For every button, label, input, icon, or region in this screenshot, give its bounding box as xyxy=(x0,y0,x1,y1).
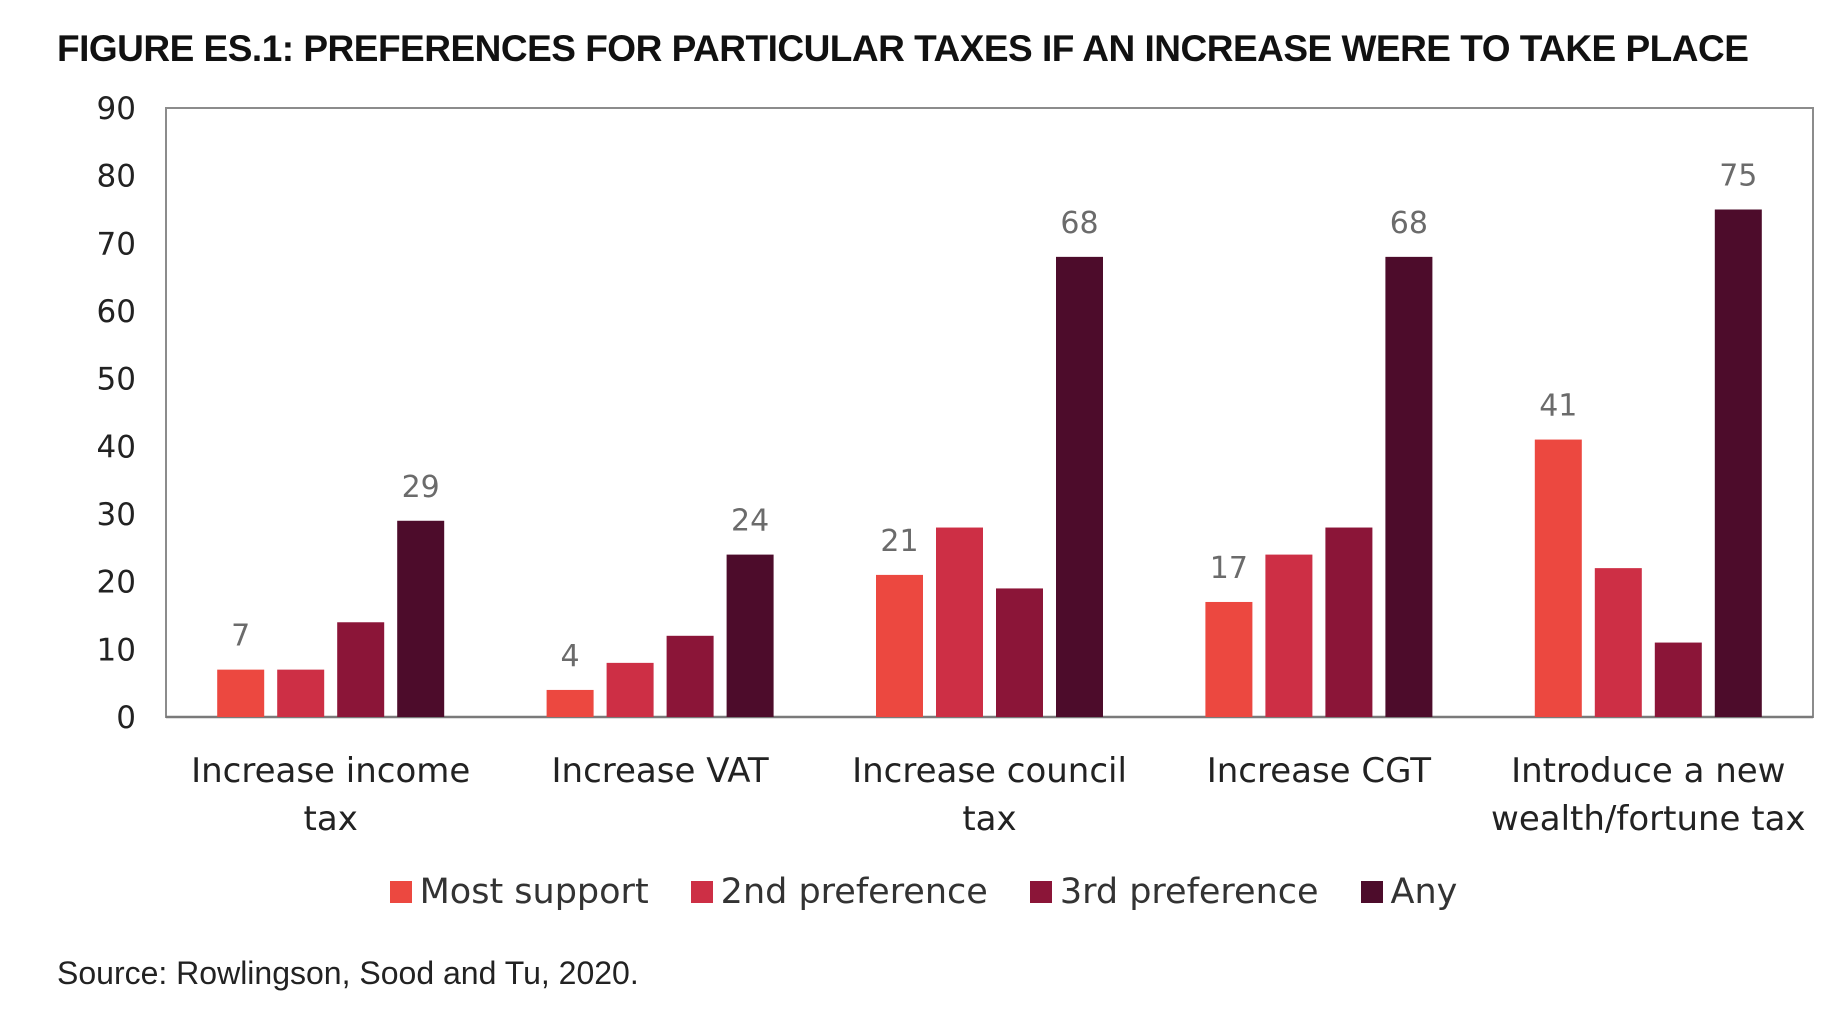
x-category-label: Increase VAT xyxy=(552,751,769,791)
chart-bars xyxy=(217,209,1762,717)
bar xyxy=(936,527,983,717)
x-category-label: Increase council xyxy=(852,751,1127,791)
y-tick-label: 90 xyxy=(97,91,136,127)
y-tick-label: 20 xyxy=(97,565,136,601)
bar xyxy=(217,669,265,717)
y-tick-label: 0 xyxy=(116,700,136,736)
y-tick-label: 30 xyxy=(97,497,136,533)
data-label: 21 xyxy=(880,524,918,559)
legend-swatch xyxy=(690,881,713,903)
y-tick-label: 10 xyxy=(97,632,136,668)
bar xyxy=(666,635,714,717)
bar xyxy=(1654,642,1702,717)
data-label: 7 xyxy=(231,619,250,654)
figure-title: FIGURE ES.1: PREFERENCES FOR PARTICULAR … xyxy=(57,28,1749,69)
bar xyxy=(1056,256,1103,717)
bar xyxy=(1534,439,1582,717)
bar xyxy=(546,689,594,717)
bar xyxy=(277,669,325,717)
legend-item: Any xyxy=(1360,872,1458,912)
chart-labels: 0 10 20 30 40 50 60 70 80 90 7 29 Increase income tax… xyxy=(97,91,1806,839)
chart-legend: Most support 2nd preference 3rd preference… xyxy=(0,872,1847,912)
x-category-label: tax xyxy=(304,799,358,839)
bar xyxy=(606,662,654,717)
data-label: 75 xyxy=(1719,159,1757,194)
bar xyxy=(337,622,385,717)
y-tick-label: 40 xyxy=(97,429,136,465)
data-label: 4 xyxy=(561,639,580,674)
legend-label: 3rd preference xyxy=(1059,872,1319,912)
x-category-label: Increase CGT xyxy=(1207,751,1432,791)
legend-swatch xyxy=(389,881,412,903)
legend-swatch xyxy=(1360,881,1383,903)
bar-chart: 0 10 20 30 40 50 60 70 80 90 7 29 Increase income tax… xyxy=(97,91,1814,839)
bar xyxy=(996,588,1043,717)
bar xyxy=(876,574,923,717)
data-label: 41 xyxy=(1539,389,1577,424)
legend-label: 2nd preference xyxy=(720,872,988,912)
data-label: 68 xyxy=(1060,206,1098,241)
bar xyxy=(726,554,774,717)
legend-item: 2nd preference xyxy=(690,872,988,912)
legend-item: 3rd preference xyxy=(1029,872,1319,912)
bar xyxy=(1325,527,1373,717)
legend-swatch xyxy=(1029,881,1052,903)
x-category-label: Increase income xyxy=(191,751,470,791)
x-category-label: tax xyxy=(962,799,1016,839)
legend-label: Most support xyxy=(419,872,649,912)
bar xyxy=(1385,256,1433,717)
legend-item: Most support xyxy=(389,872,649,912)
source-note: Source: Rowlingson, Sood and Tu, 2020. xyxy=(57,955,639,991)
x-category-label: wealth/fortune tax xyxy=(1491,799,1806,839)
y-tick-label: 60 xyxy=(97,294,136,330)
data-label: 17 xyxy=(1210,551,1248,586)
bar xyxy=(397,520,445,717)
data-label: 29 xyxy=(402,470,440,505)
bar xyxy=(1265,554,1313,717)
legend-label: Any xyxy=(1390,872,1458,912)
x-category-label: Introduce a new xyxy=(1511,751,1785,791)
data-label: 24 xyxy=(731,504,769,539)
bar xyxy=(1594,568,1642,717)
y-tick-label: 80 xyxy=(97,159,136,195)
bar xyxy=(1205,601,1253,717)
data-label: 68 xyxy=(1390,206,1428,241)
bar xyxy=(1714,209,1762,717)
y-tick-label: 50 xyxy=(97,362,136,398)
y-tick-label: 70 xyxy=(97,226,136,262)
